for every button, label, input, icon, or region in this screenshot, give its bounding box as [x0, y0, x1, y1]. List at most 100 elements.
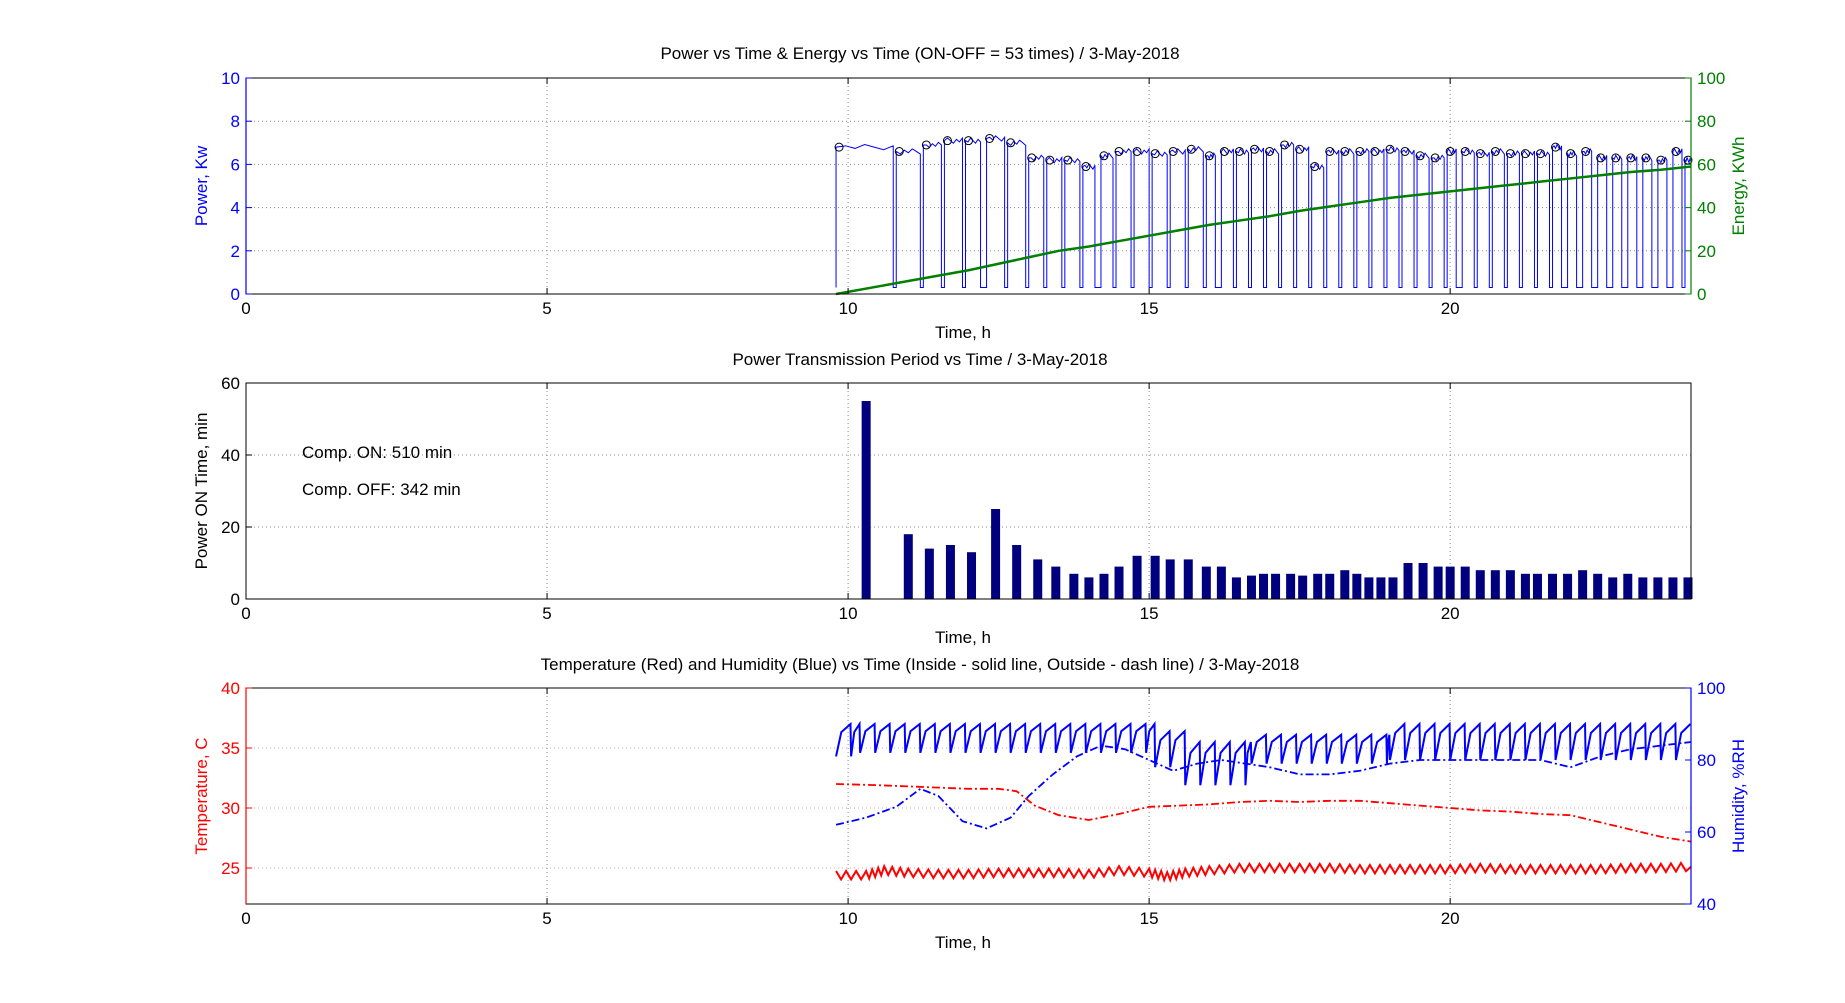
bar [1259, 573, 1269, 599]
x-tick-label: 0 [241, 909, 250, 928]
bar [1668, 577, 1678, 599]
y-right-tick-label: 40 [1697, 199, 1716, 218]
bar [967, 552, 977, 599]
temp-humidity-panel: Temperature (Red) and Humidity (Blue) vs… [192, 655, 1748, 952]
bar [1165, 559, 1175, 599]
cycle-marker [1081, 162, 1091, 172]
y-axis-label-left: Power, Kw [192, 145, 211, 226]
bar [1231, 577, 1241, 599]
cycle-marker [1234, 146, 1244, 156]
cycle-marker [964, 136, 973, 146]
bar [1201, 566, 1211, 599]
bar [1352, 573, 1362, 599]
x-tick-label: 10 [839, 299, 858, 318]
y-tick-label: 60 [221, 374, 240, 393]
cycle-marker [1132, 146, 1142, 156]
bar [1608, 577, 1618, 599]
y-right-tick-label: 20 [1697, 242, 1716, 261]
x-axis-label: Time, h [935, 628, 991, 647]
cycle-marker [1415, 151, 1425, 161]
chart-title: Temperature (Red) and Humidity (Blue) vs… [541, 655, 1300, 674]
bar [945, 545, 955, 599]
cycle-marker [942, 136, 952, 146]
cycle-marker [1099, 151, 1109, 161]
cycle-marker [1430, 153, 1440, 163]
x-tick-label: 0 [241, 299, 250, 318]
cycle-marker [1045, 155, 1055, 165]
grid [246, 78, 1691, 294]
bar [1340, 570, 1350, 599]
bar [1593, 573, 1603, 599]
bar [991, 509, 1001, 599]
bar [1578, 570, 1588, 599]
bar [1114, 566, 1124, 599]
bar [1033, 559, 1043, 599]
bar [1286, 573, 1296, 599]
cycle-marker [1581, 146, 1591, 156]
temperature-inside-line [835, 861, 1692, 883]
cycle-marker [1006, 138, 1016, 148]
plot-marks [834, 133, 1693, 296]
y-right-tick-label: 40 [1697, 895, 1716, 914]
cycle-marker [1566, 149, 1576, 159]
cycle-marker [1063, 155, 1073, 165]
x-tick-label: 10 [839, 909, 858, 928]
chart-title: Power Transmission Period vs Time / 3-Ma… [732, 350, 1107, 369]
cycle-marker [1611, 153, 1621, 163]
cycle-marker [1475, 149, 1485, 159]
bar [861, 401, 871, 599]
bar [1216, 566, 1226, 599]
y-tick-label: 0 [231, 285, 240, 304]
bar [1051, 566, 1061, 599]
on-time-panel: Power Transmission Period vs Time / 3-Ma… [192, 350, 1693, 647]
y-right-tick-label: 100 [1697, 69, 1725, 88]
y-right-tick-label: 60 [1697, 823, 1716, 842]
cycle-marker [1671, 146, 1681, 156]
bar [1313, 573, 1323, 599]
humidity-inside-line [835, 720, 1692, 786]
bar [1403, 563, 1413, 599]
power-series-line [835, 135, 1692, 289]
cycle-marker [834, 142, 844, 152]
bar [1325, 573, 1335, 599]
bar [1475, 570, 1485, 599]
y-tick-label: 8 [231, 112, 240, 131]
cycle-marker [1656, 155, 1666, 165]
bar [1548, 573, 1558, 599]
cycle-marker [1385, 144, 1395, 154]
cycle-marker [1325, 146, 1335, 156]
x-tick-label: 5 [542, 299, 551, 318]
grid [246, 383, 1691, 599]
y-right-tick-label: 0 [1697, 285, 1706, 304]
y-tick-label: 30 [221, 799, 240, 818]
y-tick-label: 2 [231, 242, 240, 261]
cycle-marker [1168, 146, 1178, 156]
x-axis-label: Time, h [935, 323, 991, 342]
cycle-marker [1626, 153, 1636, 163]
bar [1376, 577, 1386, 599]
y-axis-label-right: Energy, KWh [1729, 137, 1748, 236]
plot-marks [861, 401, 1693, 599]
plot-marks [835, 720, 1692, 883]
power-energy-panel: Power vs Time & Energy vs Time (ON-OFF =… [192, 44, 1748, 342]
bar [1084, 577, 1094, 599]
x-tick-label: 15 [1140, 299, 1159, 318]
y-right-tick-label: 80 [1697, 751, 1716, 770]
y-tick-label: 25 [221, 859, 240, 878]
bar [1183, 559, 1193, 599]
cycle-marker [985, 133, 995, 143]
cycle-marker [1460, 146, 1470, 156]
cycle-marker [1265, 146, 1275, 156]
y-tick-label: 35 [221, 739, 240, 758]
y-axis-label-left: Temperature, C [192, 737, 211, 854]
x-tick-label: 20 [1441, 299, 1460, 318]
cycle-marker [921, 140, 931, 150]
cycle-marker [1641, 153, 1651, 163]
bar [1490, 570, 1500, 599]
y-tick-label: 0 [231, 590, 240, 609]
bar [1271, 573, 1281, 599]
bar [1012, 545, 1022, 599]
cycle-marker [1150, 149, 1160, 159]
